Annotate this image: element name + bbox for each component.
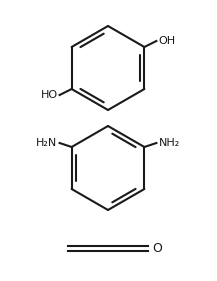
Text: NH₂: NH₂	[159, 138, 181, 148]
Text: HO: HO	[41, 90, 58, 100]
Text: O: O	[152, 241, 162, 255]
Text: OH: OH	[158, 36, 176, 46]
Text: H₂N: H₂N	[35, 138, 57, 148]
